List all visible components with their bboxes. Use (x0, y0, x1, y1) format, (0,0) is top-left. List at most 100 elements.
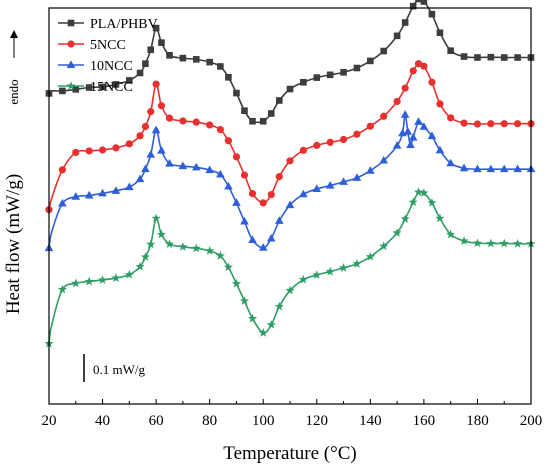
data-point-marker (112, 144, 120, 152)
data-point-marker (157, 146, 166, 154)
data-point-marker (151, 125, 161, 134)
series-5ncc (45, 60, 535, 214)
data-point-marker (98, 146, 107, 154)
data-point-marker (446, 158, 455, 167)
x-tick-label: 120 (306, 413, 329, 429)
data-point-marker (59, 87, 66, 95)
data-point-marker (436, 29, 444, 37)
data-point-marker (223, 262, 233, 272)
data-point-marker (165, 114, 174, 122)
data-point-marker (499, 164, 509, 173)
data-point-marker (352, 173, 362, 181)
scale-bar: 0.1 mW/g (83, 354, 145, 382)
data-point-marker (400, 214, 410, 223)
data-point-marker (205, 246, 215, 255)
data-point-marker (447, 114, 455, 122)
data-point-marker (275, 97, 283, 104)
data-point-marker (84, 190, 94, 199)
x-tick-label: 20 (42, 413, 57, 429)
data-point-marker (58, 198, 67, 207)
data-point-marker (135, 174, 145, 183)
data-point-marker (258, 328, 268, 337)
data-point-marker (474, 54, 481, 61)
data-point-marker (428, 10, 436, 18)
data-point-marker (178, 242, 188, 251)
data-point-marker (408, 197, 418, 207)
data-point-marker (428, 78, 436, 86)
data-point-marker (406, 140, 415, 149)
legend-item: PLA/PHBV (58, 17, 158, 32)
data-point-marker (58, 166, 66, 174)
data-point-marker (112, 81, 120, 88)
legend-item: 15NCC (58, 80, 133, 95)
data-point-marker (366, 166, 375, 174)
data-point-marker (446, 229, 456, 239)
x-tick-label: 100 (252, 413, 275, 429)
series-line (48, 190, 532, 344)
data-point-marker (164, 239, 175, 248)
data-point-marker (435, 145, 445, 154)
data-point-marker (156, 229, 167, 239)
data-point-marker (514, 54, 521, 61)
data-point-marker (67, 19, 75, 27)
data-point-marker (460, 53, 468, 60)
data-point-marker (326, 138, 334, 146)
data-point-marker (224, 137, 233, 145)
data-point-marker (147, 46, 155, 54)
data-point-marker (513, 238, 523, 248)
data-point-marker (487, 120, 495, 128)
data-point-marker (72, 86, 80, 93)
data-point-marker (513, 164, 522, 173)
x-axis-ticks (48, 399, 532, 404)
x-tick-label: 180 (466, 413, 489, 429)
data-point-marker (239, 296, 250, 305)
data-point-marker (379, 241, 389, 251)
series-line (48, 113, 531, 249)
data-point-marker (487, 53, 495, 61)
data-point-marker (353, 64, 361, 72)
data-point-marker (326, 71, 334, 79)
data-point-marker (216, 125, 224, 134)
data-point-marker (146, 150, 156, 158)
data-point-marker (111, 273, 121, 282)
data-point-marker (392, 141, 402, 149)
data-point-marker (125, 182, 134, 191)
legend-label: 10NCC (90, 59, 133, 74)
data-point-marker (206, 121, 214, 129)
data-point-marker (158, 39, 165, 46)
data-point-marker (191, 243, 201, 253)
data-point-marker (338, 263, 349, 272)
data-point-marker (152, 80, 160, 88)
data-point-marker (125, 140, 133, 148)
data-point-marker (486, 238, 496, 248)
data-point-marker (339, 177, 348, 185)
data-point-marker (178, 161, 188, 170)
data-point-marker (285, 200, 295, 209)
data-point-marker (231, 278, 242, 288)
data-point-marker (126, 77, 133, 84)
data-point-marker (67, 40, 75, 48)
series-layer (44, 0, 536, 348)
data-point-marker (141, 122, 149, 131)
data-point-marker (84, 276, 94, 286)
data-point-marker (179, 117, 187, 125)
series-10ncc (44, 110, 536, 252)
data-point-marker (225, 74, 232, 81)
data-point-marker (285, 285, 295, 295)
data-point-marker (224, 181, 233, 190)
data-point-marker (136, 132, 144, 140)
data-point-marker (274, 216, 284, 224)
data-point-marker (460, 119, 468, 127)
data-point-marker (286, 157, 294, 165)
data-point-marker (259, 199, 267, 207)
data-point-marker (98, 188, 107, 197)
legend-label: 15NCC (90, 80, 133, 95)
data-point-marker (232, 198, 241, 206)
data-point-marker (414, 117, 423, 125)
data-point-marker (415, 0, 422, 3)
legend-item: 10NCC (58, 59, 133, 74)
data-point-marker (206, 58, 213, 66)
data-point-marker (205, 165, 214, 174)
data-point-marker (232, 153, 241, 161)
data-point-marker (216, 169, 225, 178)
